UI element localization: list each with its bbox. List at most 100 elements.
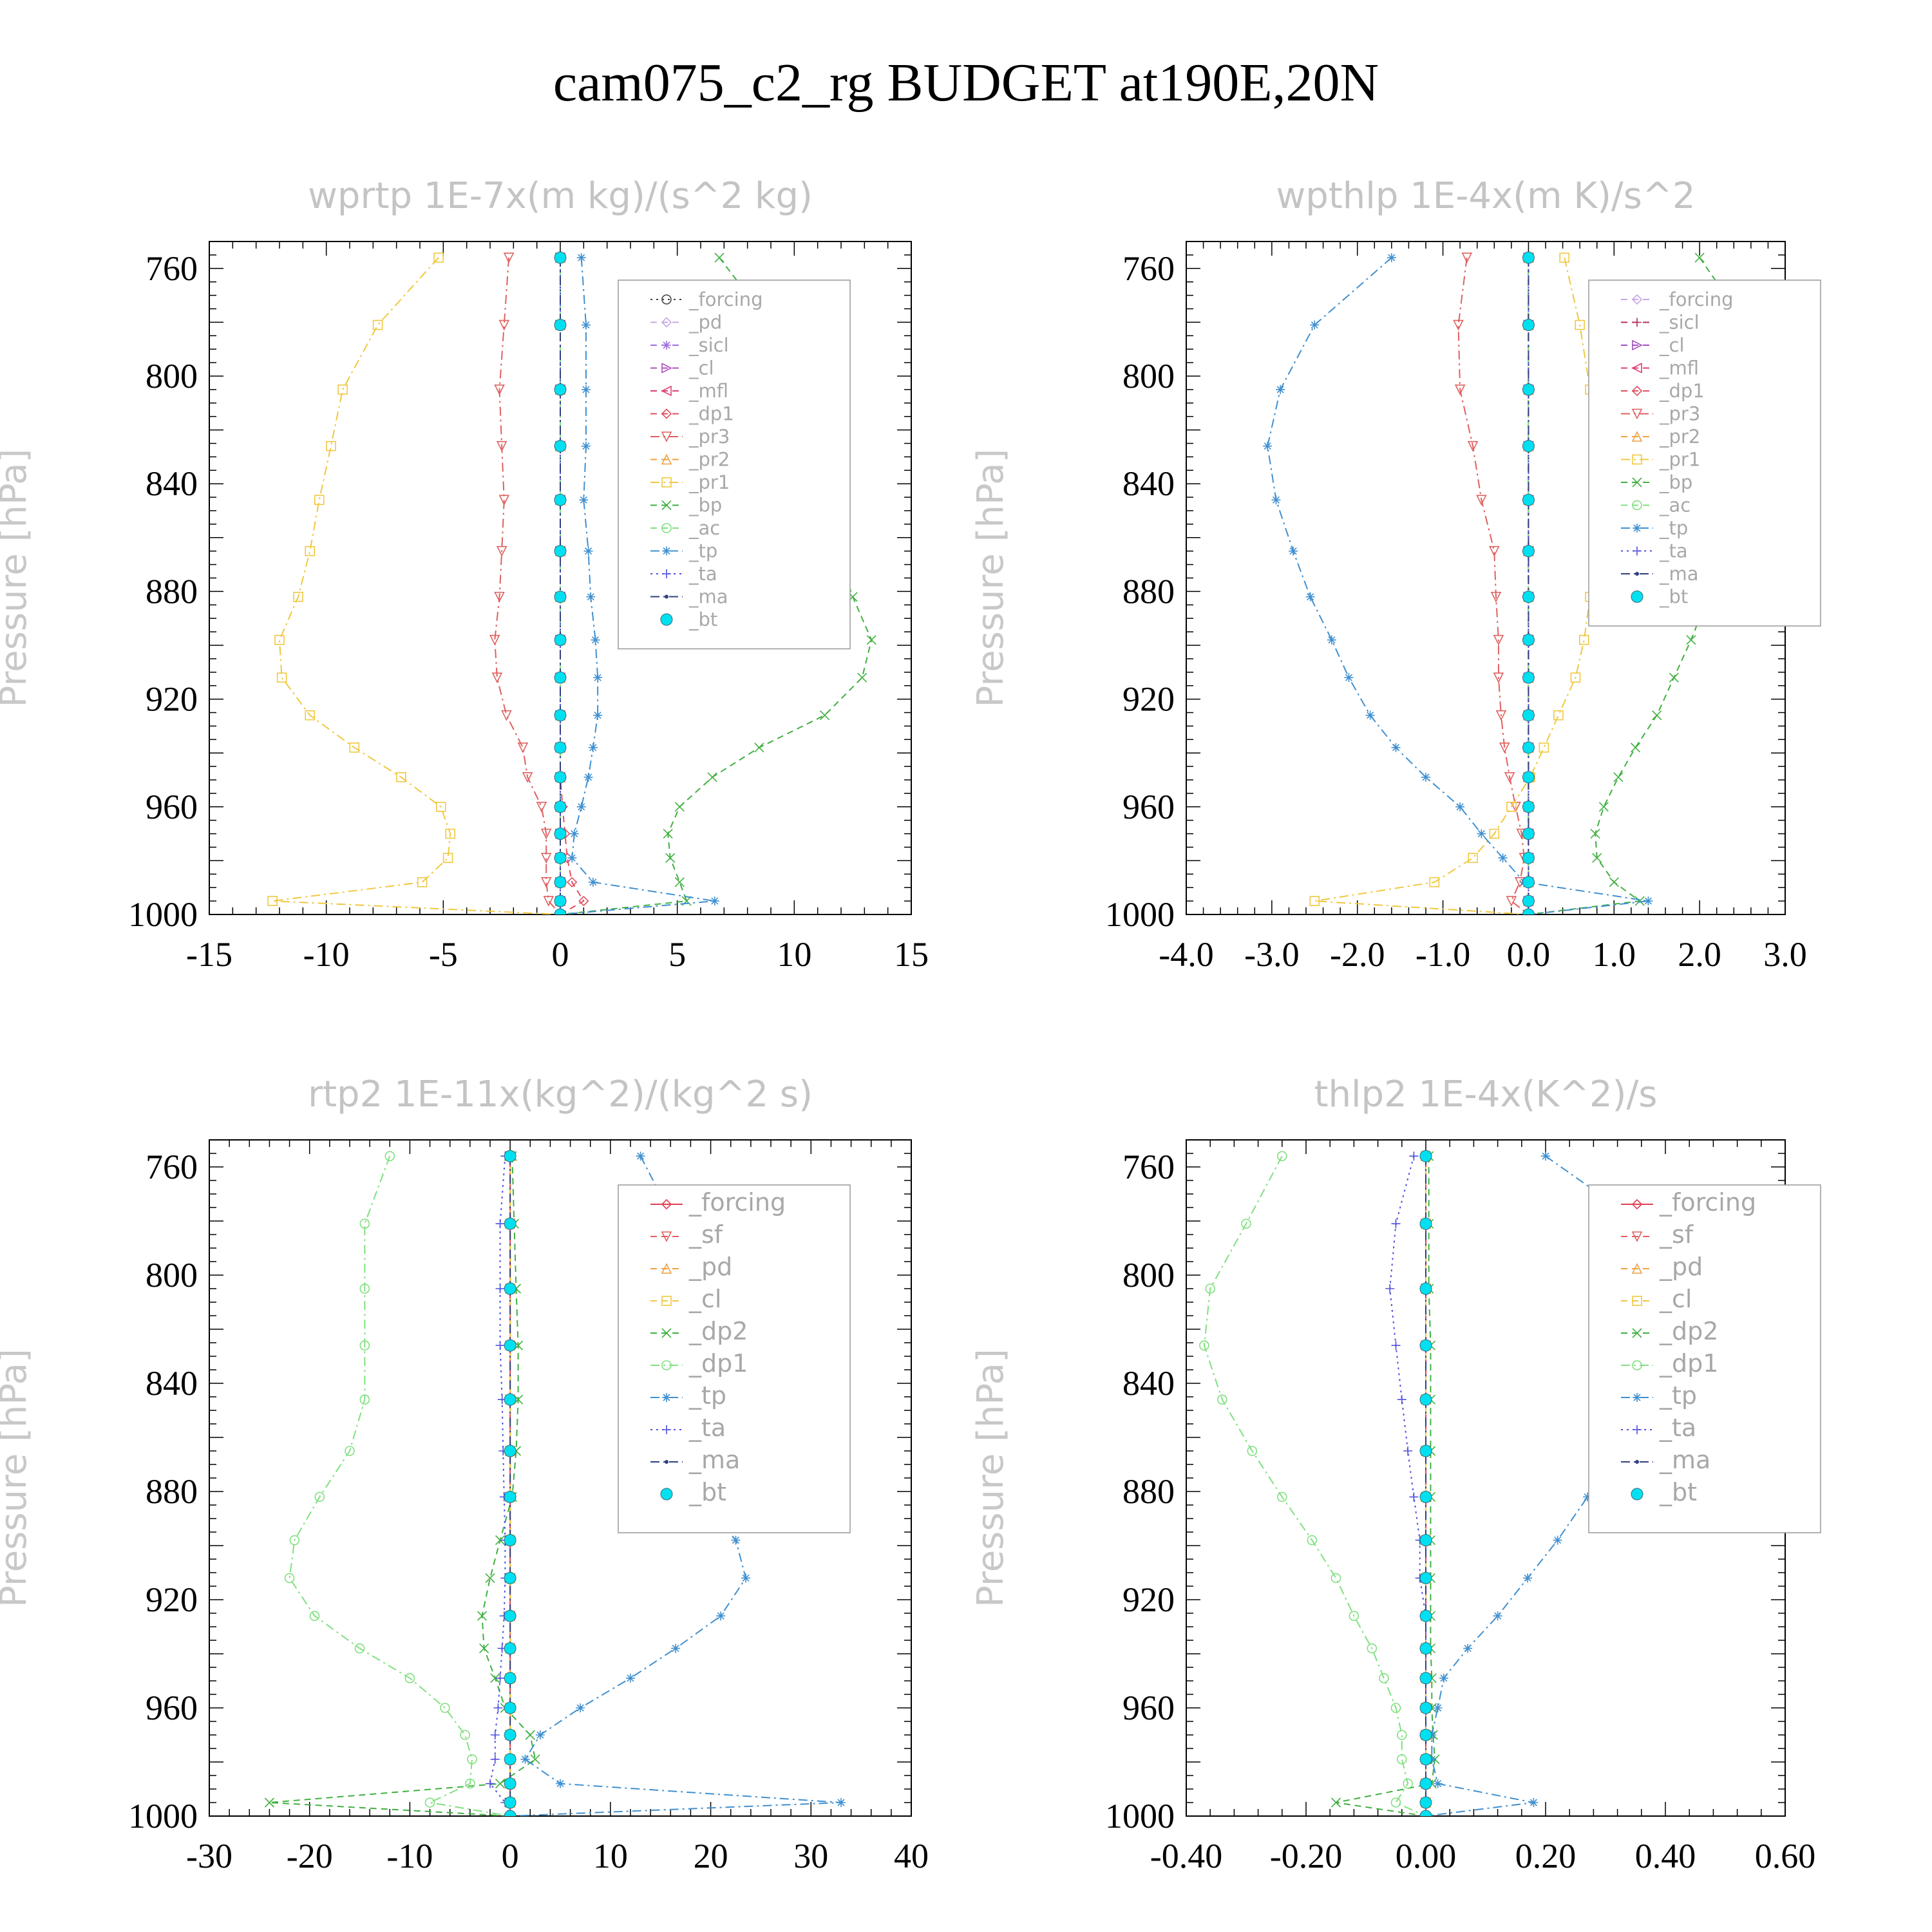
legend-marker [1632, 1328, 1642, 1338]
data-point-tp [593, 710, 603, 720]
data-point-bt [1419, 1672, 1432, 1685]
page-title: cam075_c2_rg BUDGET at190E,20N [553, 53, 1379, 113]
data-point-pr1 [435, 802, 446, 812]
data-point-bt [1419, 1282, 1432, 1295]
data-point-dp1 [309, 1611, 320, 1621]
data-point-bt [1522, 876, 1535, 889]
data-point-pr3 [489, 634, 500, 646]
legend-label: _cl [688, 1285, 721, 1313]
x-tick-label: 0.0 [1507, 935, 1551, 974]
data-point-tp [1365, 710, 1375, 720]
data-point-tp [1433, 1703, 1443, 1712]
chart-title: thlp2 1E-4x(K^2)/s [1314, 1074, 1658, 1115]
data-point-dp1 [1307, 1535, 1318, 1546]
data-point-bt [1419, 1339, 1432, 1352]
x-tick-label: -5 [429, 935, 458, 974]
series-line-pr3 [494, 258, 561, 914]
legend-label: _tp [688, 540, 717, 562]
data-point-bt [554, 828, 567, 840]
data-point-dp1 [1390, 1797, 1401, 1808]
legend-label: _forcing [1659, 1188, 1756, 1217]
data-point-tp [671, 1643, 681, 1653]
legend-marker [661, 294, 672, 305]
data-point-pr3 [1461, 252, 1473, 263]
data-point-dp1 [284, 1573, 295, 1584]
data-point-bt [554, 800, 567, 813]
legend-label: _tp [1659, 1381, 1697, 1410]
data-point-bt [504, 1642, 516, 1655]
data-point-bt [554, 493, 567, 506]
legend-item-ac: _ac [650, 517, 720, 539]
legend-marker [661, 431, 672, 442]
data-point-pr3 [522, 772, 533, 783]
series-tp [1263, 253, 1653, 914]
data-point-bt [554, 709, 567, 722]
data-point-tp [1477, 829, 1486, 838]
legend-label: _ac [688, 517, 720, 539]
data-point-tp [567, 853, 577, 863]
legend-item-forcing: _forcing [1621, 1188, 1756, 1217]
data-point-pr3 [517, 743, 529, 753]
data-point-bt [1419, 1753, 1432, 1766]
data-point-bp [714, 252, 724, 263]
x-tick-label: 40 [894, 1837, 929, 1875]
chart-svg: thlp2 1E-4x(K^2)/s Pressure [hPa] 760 800 84… [970, 1074, 1821, 1875]
data-point-bt [1522, 545, 1535, 558]
legend-item-cl: _cl [1621, 334, 1685, 356]
legend-item-bt: _bt [660, 609, 717, 630]
data-point-tp [583, 772, 593, 782]
data-point-tp [1310, 320, 1320, 330]
legend-marker [1635, 1460, 1639, 1464]
legend-marker [1631, 385, 1643, 397]
legend-item-dp1: _dp1 [650, 1349, 748, 1378]
legend-label: _ta [1659, 1414, 1696, 1442]
legend-item-mfl: _mfl [1621, 357, 1699, 379]
data-point-dp1 [289, 1535, 300, 1546]
data-point-bt [504, 1810, 516, 1816]
x-tick-label: 0 [502, 1837, 519, 1875]
legend-item-ma: _ma [650, 1446, 740, 1474]
series-ta [1385, 1151, 1430, 1816]
data-point-pr3 [503, 252, 515, 263]
legend-marker [1631, 1231, 1643, 1242]
series-dp2 [264, 1151, 540, 1816]
data-point-bt [1419, 1571, 1432, 1584]
legend-marker [1633, 1393, 1642, 1402]
legend-marker [665, 1460, 668, 1464]
data-point-bt [1522, 709, 1535, 722]
data-point-tp [588, 743, 598, 752]
data-point-bt [504, 1339, 516, 1352]
legend-marker [662, 1425, 671, 1434]
data-point-tp [1463, 1643, 1473, 1653]
legend-item-cl: _cl [650, 357, 714, 379]
y-tick-label: 800 [1122, 1256, 1175, 1294]
x-tick-label: 20 [694, 1837, 728, 1875]
series-line-pr1 [272, 257, 561, 914]
legend-label: _forcing [688, 289, 763, 310]
data-point-tp [710, 896, 719, 906]
legend-label: _pr2 [688, 449, 730, 471]
data-point-tp [1553, 1535, 1562, 1545]
x-tick-label: -0.20 [1270, 1837, 1342, 1875]
data-point-pr3 [491, 672, 503, 683]
legend-item-pr3: _pr3 [1621, 403, 1700, 425]
legend-marker [1631, 1263, 1643, 1274]
legend-label: _forcing [688, 1188, 786, 1217]
y-tick-label: 840 [146, 464, 198, 503]
legend-marker [1631, 408, 1643, 420]
data-point-bt [1419, 1810, 1432, 1816]
y-tick-label: 920 [1122, 1580, 1175, 1619]
x-tick-label: 3.0 [1763, 935, 1807, 974]
chart-panel-rtp2: rtp2 1E-11x(kg^2)/(kg^2 s) Pressure [hPa]… [0, 902, 966, 1932]
data-point-tp [636, 1151, 645, 1161]
series-tp [560, 253, 719, 914]
data-point-bt [504, 1490, 516, 1503]
data-point-tp [1529, 1798, 1539, 1807]
data-point-pr3 [1493, 672, 1504, 683]
data-point-tp [1455, 802, 1465, 811]
data-point-bp [1634, 896, 1645, 906]
x-tick-label: -10 [303, 935, 350, 974]
data-point-dp2 [525, 1730, 535, 1740]
data-point-pr1 [1468, 853, 1478, 864]
legend-marker [1633, 1425, 1642, 1434]
